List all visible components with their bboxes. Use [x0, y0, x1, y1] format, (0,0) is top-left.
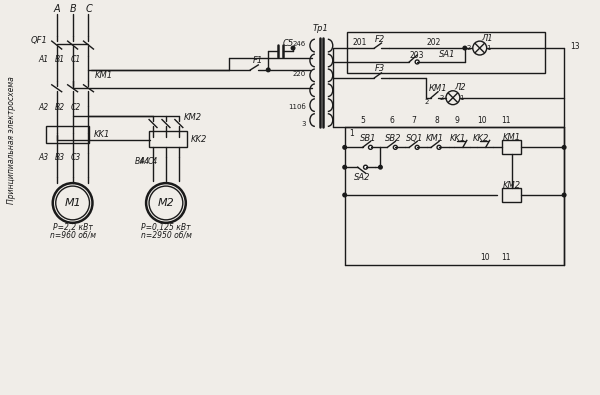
Text: Принципиальная электросхема: Принципиальная электросхема: [7, 77, 16, 204]
Text: M2: M2: [158, 198, 175, 208]
Text: B4: B4: [135, 157, 145, 166]
Text: 11: 11: [501, 116, 510, 125]
Text: B3: B3: [55, 153, 65, 162]
Text: A: A: [53, 4, 60, 14]
Text: C3: C3: [70, 153, 80, 162]
Circle shape: [415, 145, 419, 149]
Text: C5: C5: [283, 39, 294, 47]
Bar: [149, 132, 187, 147]
Text: SQ1: SQ1: [406, 134, 423, 143]
Text: 10: 10: [480, 253, 490, 262]
Text: SA1: SA1: [439, 49, 455, 58]
Text: 201: 201: [352, 38, 367, 47]
Text: КМ1: КМ1: [429, 84, 448, 93]
Text: 220: 220: [293, 71, 306, 77]
Text: A1: A1: [38, 55, 49, 64]
Text: KM2: KM2: [184, 113, 202, 122]
Text: 110б: 110б: [288, 103, 306, 110]
Text: 203: 203: [410, 51, 424, 60]
Circle shape: [463, 46, 467, 50]
Bar: [502, 188, 521, 202]
Text: KM2: KM2: [502, 181, 521, 190]
Text: SB1: SB1: [360, 134, 377, 143]
Text: C4: C4: [148, 157, 158, 166]
Text: B2: B2: [55, 103, 65, 112]
Text: 2: 2: [467, 45, 471, 51]
Text: KM1: KM1: [426, 134, 444, 143]
Text: Л2: Л2: [454, 83, 466, 92]
Circle shape: [562, 193, 566, 197]
Text: 11: 11: [501, 253, 510, 262]
Text: 13: 13: [570, 41, 580, 51]
Text: Р=2,2 кВт: Р=2,2 кВт: [53, 223, 92, 232]
Circle shape: [291, 46, 295, 50]
Text: KM1: KM1: [502, 133, 521, 142]
Text: F2: F2: [374, 35, 385, 43]
Circle shape: [343, 193, 346, 197]
Text: KM1: KM1: [94, 71, 113, 80]
Text: 8: 8: [434, 116, 439, 125]
Text: 9: 9: [454, 116, 460, 125]
Text: 1: 1: [349, 129, 354, 138]
Text: KK2: KK2: [473, 134, 489, 143]
Text: SA2: SA2: [355, 173, 371, 182]
Circle shape: [343, 166, 346, 169]
Text: KK1: KK1: [94, 130, 110, 139]
Circle shape: [266, 68, 270, 71]
Text: 3: 3: [301, 120, 306, 126]
Text: F1: F1: [253, 56, 263, 66]
Text: C2: C2: [70, 103, 80, 112]
Text: 6: 6: [390, 116, 395, 125]
Text: KK2: KK2: [191, 135, 207, 144]
Text: Р=0,125 кВт: Р=0,125 кВт: [141, 223, 191, 232]
Text: B1: B1: [55, 55, 65, 64]
Circle shape: [364, 165, 368, 169]
Text: C: C: [85, 4, 92, 14]
Text: A3: A3: [38, 153, 49, 162]
Text: 2: 2: [425, 99, 429, 105]
Text: M1: M1: [64, 198, 81, 208]
Text: n=2950 об/м: n=2950 об/м: [140, 230, 191, 239]
Circle shape: [379, 166, 382, 169]
Text: SB2: SB2: [385, 134, 401, 143]
Text: A2: A2: [38, 103, 49, 112]
Text: 1: 1: [487, 45, 491, 51]
Circle shape: [437, 145, 441, 149]
Text: Л1: Л1: [481, 34, 493, 43]
Text: QF1: QF1: [31, 36, 48, 45]
Text: 5: 5: [360, 116, 365, 125]
Bar: [347, 32, 545, 73]
Text: 202: 202: [427, 38, 441, 47]
Bar: [502, 140, 521, 154]
Text: 7: 7: [412, 116, 416, 125]
Text: F3: F3: [374, 64, 385, 73]
Text: 246: 246: [293, 41, 306, 47]
Text: Тр1: Тр1: [313, 24, 329, 33]
Text: A4: A4: [139, 157, 149, 166]
Circle shape: [415, 60, 419, 64]
Text: 1: 1: [460, 95, 464, 101]
Text: B: B: [69, 4, 76, 14]
Bar: [46, 126, 89, 143]
Text: 2: 2: [440, 95, 444, 101]
Text: n=960 об/м: n=960 об/м: [50, 230, 95, 239]
Text: C1: C1: [70, 55, 80, 64]
Text: 10: 10: [477, 116, 487, 125]
Circle shape: [562, 146, 566, 149]
Circle shape: [343, 146, 346, 149]
Circle shape: [394, 145, 397, 149]
Circle shape: [368, 145, 373, 149]
Text: KK1: KK1: [449, 134, 466, 143]
